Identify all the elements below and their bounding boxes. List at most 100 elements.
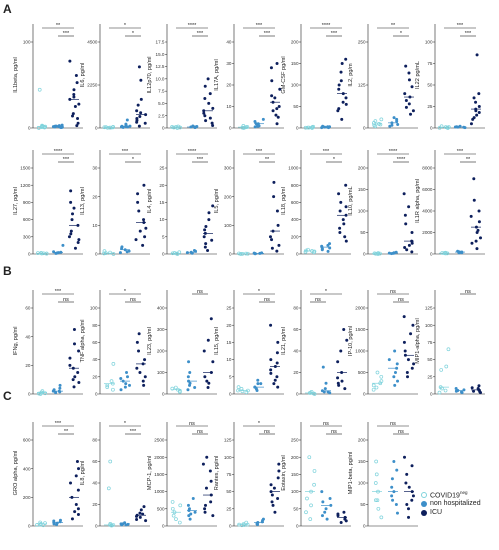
data-point-2 [75, 81, 79, 85]
data-point-0 [178, 388, 182, 393]
data-point-1 [390, 485, 394, 489]
y-tick-label: 200 [358, 438, 366, 443]
data-point-2 [203, 503, 207, 507]
data-point-2 [339, 70, 343, 74]
data-point-1 [119, 388, 123, 392]
data-point-2 [344, 102, 348, 106]
data-point-2 [411, 494, 415, 498]
data-point-2 [202, 111, 206, 115]
data-point-2 [134, 238, 138, 242]
legend-marker-covid-neg [421, 491, 427, 498]
y-tick-label: 1500 [355, 327, 366, 332]
data-point-0 [371, 383, 376, 388]
significance-label: **** [188, 149, 197, 155]
data-point-1 [323, 387, 327, 391]
data-point-2 [70, 517, 74, 521]
y-tick-label: 20 [92, 374, 98, 379]
significance-label: *** [130, 429, 137, 435]
y-tick-label: 30 [226, 61, 232, 66]
y-tick-label: 200 [291, 234, 299, 239]
data-point-0 [376, 251, 381, 255]
y-tick-label: 75 [427, 340, 433, 345]
y-axis-label: IL27, pg/ml [13, 187, 19, 215]
data-point-2 [338, 209, 342, 213]
data-point-2 [404, 105, 408, 109]
data-point-1 [328, 125, 332, 129]
data-point-0 [178, 503, 183, 508]
data-point-2 [407, 485, 411, 489]
data-point-2 [472, 116, 476, 120]
data-point-0 [39, 251, 43, 255]
legend-item-covid-neg: COVID19neg [421, 490, 499, 499]
y-tick-label: 40 [25, 334, 31, 339]
data-point-2 [406, 358, 410, 362]
y-tick-label: 5.0 [158, 101, 165, 106]
significance-label: *** [63, 31, 70, 37]
data-point-1 [256, 124, 260, 128]
y-tick-label: 600 [291, 200, 299, 205]
data-point-2 [203, 510, 207, 514]
data-point-0 [373, 119, 378, 123]
y-tick-label: 100 [23, 40, 31, 45]
data-point-1 [125, 371, 129, 374]
y-axis-label: IL18, pg/ml [281, 187, 287, 215]
data-point-1 [126, 522, 130, 526]
significance-label: *** [197, 157, 204, 163]
y-tick-label: 50 [360, 230, 366, 235]
legend-item-icu: ICU [421, 508, 499, 517]
data-point-1 [390, 477, 394, 481]
data-point-2 [342, 328, 346, 331]
data-point-2 [341, 100, 345, 104]
data-point-2 [269, 358, 273, 362]
significance-label: ns [390, 289, 396, 295]
significance-label: *** [197, 31, 204, 37]
data-point-0 [379, 117, 384, 122]
data-point-1 [393, 349, 397, 353]
significance-label: ** [265, 157, 270, 163]
data-point-0 [35, 522, 39, 527]
data-point-2 [204, 486, 208, 490]
data-point-2 [136, 192, 140, 196]
data-point-0 [309, 503, 313, 508]
data-point-1 [52, 522, 56, 526]
data-point-2 [407, 102, 411, 106]
data-point-0 [109, 523, 114, 528]
y-axis-label: IL15, pg/ml [214, 327, 220, 355]
data-point-1 [58, 386, 62, 390]
significance-label: * [258, 289, 261, 295]
plot-4: GM-CSF pg/ml 0 50 100 150 200 ******* [281, 23, 351, 131]
y-tick-label: 75 [427, 61, 433, 66]
significance-label: ns [189, 421, 195, 427]
data-point-2 [410, 250, 414, 254]
y-tick-label: 600 [23, 217, 31, 222]
data-point-2 [272, 382, 276, 386]
data-point-2 [402, 315, 406, 319]
y-tick-label: 500 [358, 370, 366, 375]
y-tick-label: 20 [25, 363, 31, 368]
data-point-2 [142, 383, 146, 387]
data-point-2 [206, 338, 210, 342]
data-point-1 [125, 118, 129, 122]
data-point-0 [312, 249, 317, 254]
data-point-2 [72, 342, 76, 346]
y-tick-label: 20 [92, 194, 98, 199]
plot-15: TNF alpha, pg/ml 0 20 40 60 80 100 *ns [80, 289, 150, 397]
y-tick-label: 75 [226, 472, 232, 477]
data-point-2 [71, 378, 75, 382]
data-point-2 [275, 351, 279, 355]
data-point-1 [256, 382, 260, 386]
significance-label: *** [465, 31, 472, 37]
data-point-2 [210, 121, 214, 125]
data-point-1 [125, 250, 129, 254]
data-point-1 [387, 358, 391, 362]
data-point-0 [108, 459, 113, 464]
data-point-2 [203, 84, 207, 88]
data-point-1 [392, 460, 396, 463]
data-point-2 [407, 515, 411, 519]
y-tick-label: 0 [95, 392, 98, 397]
y-tick-label: 0 [229, 392, 232, 397]
y-axis-label: Eotaxin, pg/ml [281, 455, 287, 490]
y-tick-label: 40 [226, 40, 232, 45]
y-tick-label: 25 [226, 306, 232, 311]
